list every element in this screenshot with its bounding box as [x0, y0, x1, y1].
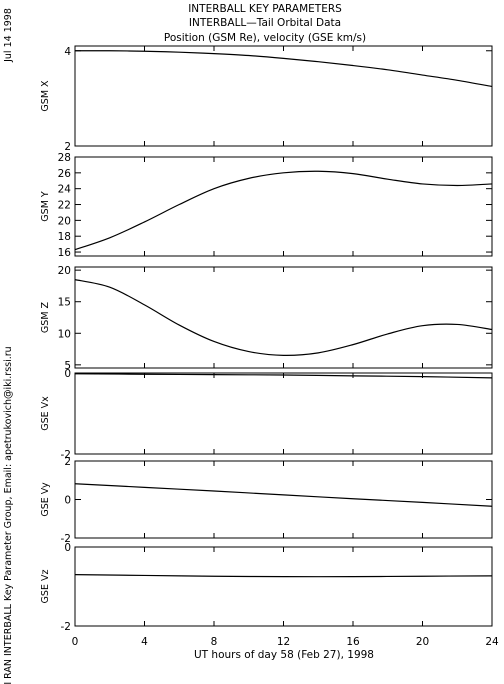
y-tick-label: 28 — [58, 152, 71, 164]
y-tick-label: 4 — [64, 46, 71, 58]
panel-gsm-y-series-line — [74, 170, 493, 251]
y-tick-label: 20 — [58, 265, 71, 277]
panel-gsm-z-series-line — [74, 279, 493, 357]
y-tick-label: 10 — [58, 328, 71, 340]
panel-gse-vx: -2 0 GSE Vx — [40, 368, 493, 461]
x-tick-label: 8 — [211, 636, 218, 648]
y-tick-label: 5 — [64, 360, 71, 372]
header-line-3: Position (GSM Re), velocity (GSE km/s) — [164, 32, 366, 44]
x-axis-label: UT hours of day 58 (Feb 27), 1998 — [194, 649, 374, 661]
y-tick-label: 22 — [58, 200, 71, 212]
panel-gsm-y: 16 18 20 22 24 26 28 GSM Y — [40, 152, 493, 259]
y-tick-label: 2 — [64, 456, 71, 468]
y-tick-label: 15 — [58, 297, 71, 309]
panel-gsm-x-series-line — [74, 50, 493, 88]
panel-gse-vy-label: GSE Vy — [40, 482, 51, 517]
panel-gse-vx-series-line — [74, 373, 493, 379]
panel-gsm-y-label: GSM Y — [40, 191, 51, 222]
y-tick-label: 0 — [64, 495, 71, 507]
header-line-2: INTERBALL—Tail Orbital Data — [189, 17, 341, 29]
panel-gse-vz-frame — [74, 546, 493, 627]
y-tick-label: -2 — [61, 621, 71, 633]
panel-gse-vy-series-line — [74, 483, 493, 507]
y-tick-label: 2 — [64, 141, 71, 153]
panel-gse-vz: -2 0 GSE Vz — [40, 542, 493, 633]
credit-line: IKI RAN INTERBALL Key Parameter Group, E… — [3, 346, 14, 684]
x-tick-label: 12 — [277, 636, 290, 648]
x-axis: 0 4 8 12 16 20 24 — [72, 636, 499, 648]
y-tick-label: 20 — [58, 215, 71, 227]
x-tick-label: 16 — [346, 636, 360, 648]
header-line-1: INTERBALL KEY PARAMETERS — [188, 3, 342, 15]
panel-gsm-x: 2 4 GSM X — [40, 45, 493, 153]
y-tick-label: 16 — [58, 247, 72, 259]
y-tick-label: 0 — [64, 368, 71, 380]
panel-gse-vy-frame — [74, 460, 493, 539]
x-tick-label: 4 — [141, 636, 148, 648]
y-tick-label: -2 — [61, 449, 71, 461]
panel-gsm-z-frame — [74, 266, 493, 369]
panel-gse-vz-series-line — [74, 574, 493, 578]
panel-gse-vy: -2 0 2 GSE Vy — [40, 456, 493, 545]
x-tick-label: 24 — [485, 636, 499, 648]
panel-gsm-z-label: GSM Z — [40, 301, 51, 333]
panel-gsm-x-label: GSM X — [40, 80, 51, 112]
y-tick-label: 26 — [58, 168, 72, 180]
panel-gse-vz-label: GSE Vz — [40, 570, 51, 604]
panel-gsm-y-frame — [74, 156, 493, 257]
y-tick-label: 24 — [58, 184, 72, 196]
plot-date: Jul 14 1998 — [3, 8, 14, 63]
y-tick-label: -2 — [61, 533, 71, 545]
panel-gsm-x-frame — [74, 45, 493, 147]
y-tick-label: 18 — [58, 231, 71, 243]
panel-gsm-z: 5 10 15 20 GSM Z — [40, 265, 493, 372]
panel-gse-vx-frame — [74, 372, 493, 455]
x-tick-label: 0 — [72, 636, 79, 648]
x-tick-label: 20 — [416, 636, 429, 648]
panel-gse-vx-label: GSE Vx — [40, 396, 51, 431]
y-tick-label: 0 — [64, 542, 71, 554]
chart-header: INTERBALL KEY PARAMETERS INTERBALL—Tail … — [164, 3, 366, 44]
